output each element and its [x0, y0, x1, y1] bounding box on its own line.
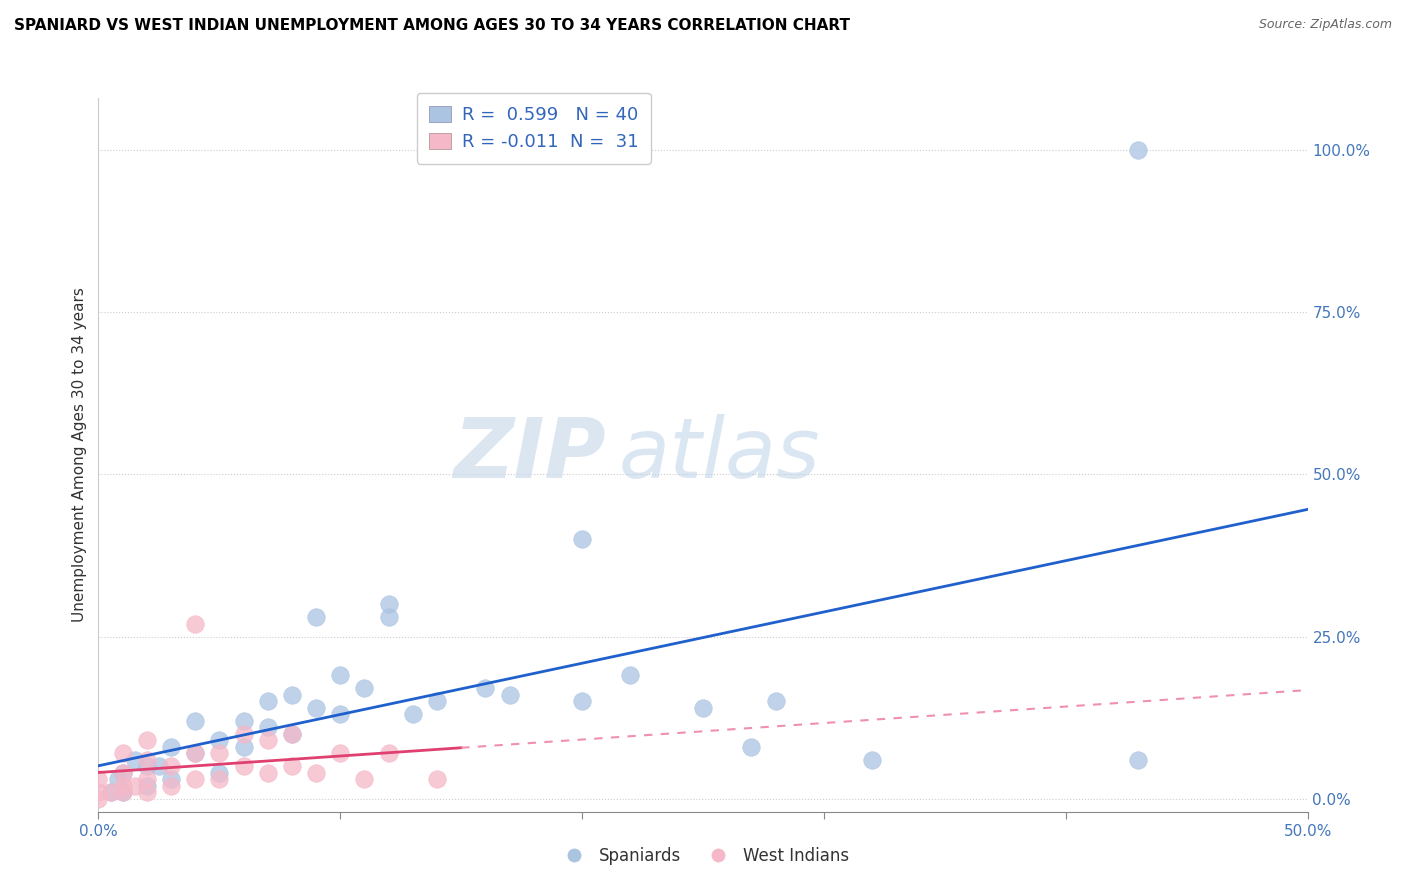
Text: atlas: atlas [619, 415, 820, 495]
Point [571, 694, 593, 708]
Point [124, 779, 146, 793]
Point [281, 759, 304, 773]
Point [377, 597, 399, 611]
Point [426, 772, 449, 787]
Point [87, 785, 110, 799]
Point [498, 688, 520, 702]
Text: ZIP: ZIP [454, 415, 606, 495]
Text: Source: ZipAtlas.com: Source: ZipAtlas.com [1258, 18, 1392, 31]
Point [111, 779, 134, 793]
Point [160, 739, 183, 754]
Point [402, 707, 425, 722]
Point [184, 747, 207, 761]
Point [135, 779, 157, 793]
Point [256, 694, 278, 708]
Point [107, 772, 129, 787]
Point [100, 785, 122, 799]
Point [377, 610, 399, 624]
Point [474, 681, 496, 696]
Point [256, 765, 278, 780]
Point [281, 727, 304, 741]
Point [860, 753, 883, 767]
Point [111, 765, 134, 780]
Point [160, 759, 183, 773]
Point [232, 727, 254, 741]
Point [124, 753, 146, 767]
Point [148, 759, 170, 773]
Point [232, 739, 254, 754]
Point [353, 681, 375, 696]
Point [256, 720, 278, 734]
Point [619, 668, 641, 682]
Point [184, 747, 207, 761]
Point [208, 772, 231, 787]
Point [353, 772, 375, 787]
Point [329, 747, 352, 761]
Point [692, 701, 714, 715]
Point [87, 772, 110, 787]
Point [1128, 143, 1150, 157]
Point [208, 747, 231, 761]
Point [184, 714, 207, 728]
Point [184, 616, 207, 631]
Legend: Spaniards, West Indians: Spaniards, West Indians [551, 840, 855, 871]
Point [305, 701, 328, 715]
Point [111, 765, 134, 780]
Point [329, 668, 352, 682]
Point [135, 785, 157, 799]
Point [571, 533, 593, 547]
Point [135, 759, 157, 773]
Point [377, 747, 399, 761]
Point [256, 733, 278, 747]
Point [740, 739, 762, 754]
Point [208, 765, 231, 780]
Point [232, 714, 254, 728]
Point [87, 791, 110, 805]
Point [305, 610, 328, 624]
Point [160, 772, 183, 787]
Point [135, 753, 157, 767]
Point [765, 694, 787, 708]
Point [135, 772, 157, 787]
Point [111, 785, 134, 799]
Point [1128, 753, 1150, 767]
Point [111, 785, 134, 799]
Point [208, 733, 231, 747]
Point [135, 733, 157, 747]
Y-axis label: Unemployment Among Ages 30 to 34 years: Unemployment Among Ages 30 to 34 years [72, 287, 87, 623]
Point [305, 765, 328, 780]
Point [100, 785, 122, 799]
Point [281, 688, 304, 702]
Point [232, 759, 254, 773]
Point [111, 747, 134, 761]
Point [281, 727, 304, 741]
Point [160, 779, 183, 793]
Point [426, 694, 449, 708]
Point [329, 707, 352, 722]
Point [184, 772, 207, 787]
Text: SPANIARD VS WEST INDIAN UNEMPLOYMENT AMONG AGES 30 TO 34 YEARS CORRELATION CHART: SPANIARD VS WEST INDIAN UNEMPLOYMENT AMO… [14, 18, 851, 33]
